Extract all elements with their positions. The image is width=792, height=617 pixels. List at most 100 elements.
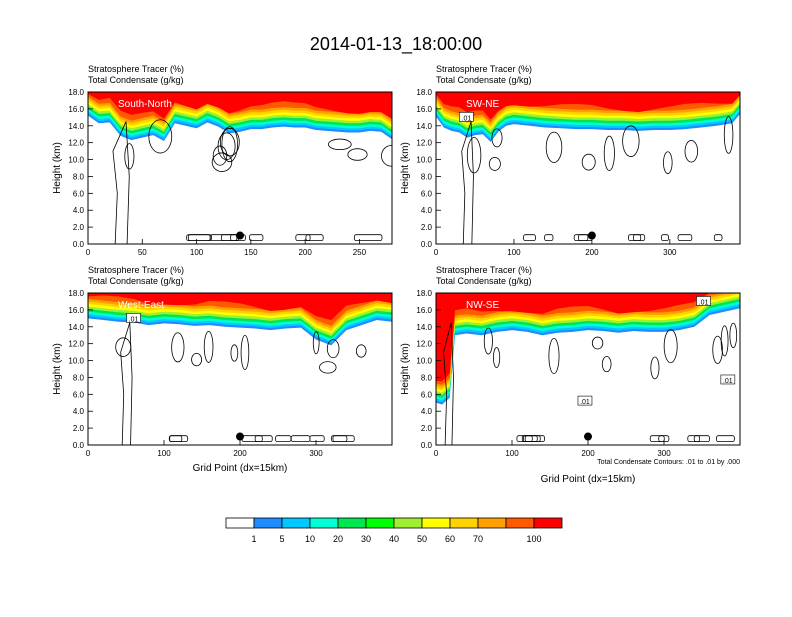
panel-plot-area: .01 .01 .01: [436, 293, 740, 445]
contour-label: .01: [126, 313, 141, 323]
condensate-contour: [171, 332, 185, 363]
panel-title-line: Total Condensate (g/kg): [436, 75, 532, 85]
condensate-contour: [712, 335, 723, 364]
colorbar-swatch: [449, 517, 479, 529]
condensate-contour: [663, 329, 678, 364]
condensate-contour: [729, 322, 738, 349]
panel-title-line: Total Condensate (g/kg): [88, 276, 184, 286]
condensate-contour: [148, 119, 173, 154]
y-tick-label: 12.0: [416, 340, 432, 349]
colorbar-label: 30: [361, 534, 371, 544]
x-tick-label: 300: [309, 449, 323, 458]
y-tick-label: 2.0: [421, 223, 433, 232]
panel-1: South-North Stratosphere Tracer (%)Total …: [52, 64, 393, 257]
condensate-contour: [219, 127, 240, 157]
plot-frame: [435, 91, 741, 245]
condensate-contour: [632, 234, 646, 242]
condensate-contour: [601, 356, 612, 373]
condensate-contour: [723, 116, 734, 154]
colorbar-swatch: [253, 517, 283, 529]
x-tick-label: 0: [434, 449, 439, 458]
condensate-contour: [254, 435, 273, 443]
condensate-contour: [326, 339, 340, 359]
colorbar-label: 70: [473, 534, 483, 544]
condensate-contour: [461, 121, 474, 244]
condensate-contour: [545, 131, 563, 163]
tracer-band-max: [436, 293, 740, 382]
y-tick-label: 4.0: [421, 206, 433, 215]
tracer-band: [436, 293, 740, 393]
location-marker: [236, 231, 244, 240]
condensate-contour: [327, 138, 352, 151]
panel-title-line: Stratosphere Tracer (%): [88, 265, 184, 275]
y-tick-label: 18.0: [68, 289, 84, 298]
contour-footnote: Total Condensate Contours: .01 to .01 by…: [597, 459, 740, 466]
contour-label-text: .01: [723, 378, 733, 385]
x-tick-label: 100: [190, 248, 204, 257]
panel-label: NW-SE: [466, 300, 499, 311]
condensate-contour: [347, 148, 368, 161]
contour-label: .01: [577, 395, 593, 406]
y-tick-label: 8.0: [421, 172, 433, 181]
y-tick-label: 6.0: [421, 390, 433, 399]
y-tick-label: 10.0: [416, 357, 432, 366]
colorbar-label: 1: [251, 534, 256, 544]
colorbar-swatch: [393, 517, 423, 529]
y-tick-label: 0.0: [73, 441, 85, 450]
y-tick-label: 0.0: [73, 240, 85, 249]
condensate-contour: [603, 135, 615, 171]
figure-title: 2014-01-13_18:00:00: [310, 34, 482, 55]
x-tick-label: 100: [507, 248, 521, 257]
colorbar-label: 100: [526, 534, 541, 544]
condensate-contour: [581, 153, 596, 171]
condensate-contour: [713, 234, 723, 242]
colorbar-swatch: [337, 517, 367, 529]
y-tick-label: 8.0: [421, 373, 433, 382]
condensate-contour: [312, 331, 320, 355]
condensate-contour: [221, 126, 238, 163]
condensate-contour: [649, 435, 665, 443]
y-axis-label: Height (km): [400, 343, 411, 395]
condensate-contour: [687, 435, 700, 443]
panel-title-line: Total Condensate (g/kg): [436, 276, 532, 286]
y-tick-label: 2.0: [421, 424, 433, 433]
condensate-contour: [523, 234, 536, 242]
y-axis-label: Height (km): [52, 343, 63, 395]
x-tick-label: 300: [663, 248, 677, 257]
condensate-contour: [124, 143, 135, 170]
condensate-contour: [544, 234, 554, 242]
y-tick-label: 14.0: [416, 323, 432, 332]
y-tick-label: 12.0: [416, 139, 432, 148]
colorbar-swatch: [505, 517, 535, 529]
x-tick-label: 150: [244, 248, 258, 257]
panel-label: SW-NE: [466, 99, 499, 110]
condensate-contour: [355, 344, 367, 358]
condensate-contour: [663, 151, 673, 175]
colorbar-swatch: [421, 517, 451, 529]
y-tick-label: 10.0: [68, 156, 84, 165]
x-axis-label: Grid Point (dx=15km): [193, 463, 288, 474]
y-tick-label: 10.0: [416, 156, 432, 165]
x-tick-label: 0: [86, 449, 91, 458]
condensate-contour: [483, 327, 493, 355]
panel-title-line: Stratosphere Tracer (%): [88, 64, 184, 74]
condensate-contour: [290, 435, 311, 443]
colorbar-swatch: [309, 517, 339, 529]
colorbar: 1 5 10 20 30 40 50 60 70 100: [225, 517, 563, 544]
condensate-contour: [319, 361, 337, 374]
condensate-contour: [191, 352, 203, 367]
tracer-band-max: [88, 293, 392, 321]
panel-plot-area: .01: [436, 92, 740, 244]
x-tick-label: 0: [434, 248, 439, 257]
panel-title-line: Stratosphere Tracer (%): [436, 64, 532, 74]
y-tick-label: 4.0: [421, 407, 433, 416]
x-tick-label: 200: [298, 248, 312, 257]
y-axis-label: Height (km): [52, 142, 63, 194]
colorbar-label: 5: [279, 534, 284, 544]
location-marker: [584, 432, 592, 441]
y-tick-label: 16.0: [68, 306, 84, 315]
colorbar-swatch: [365, 517, 395, 529]
